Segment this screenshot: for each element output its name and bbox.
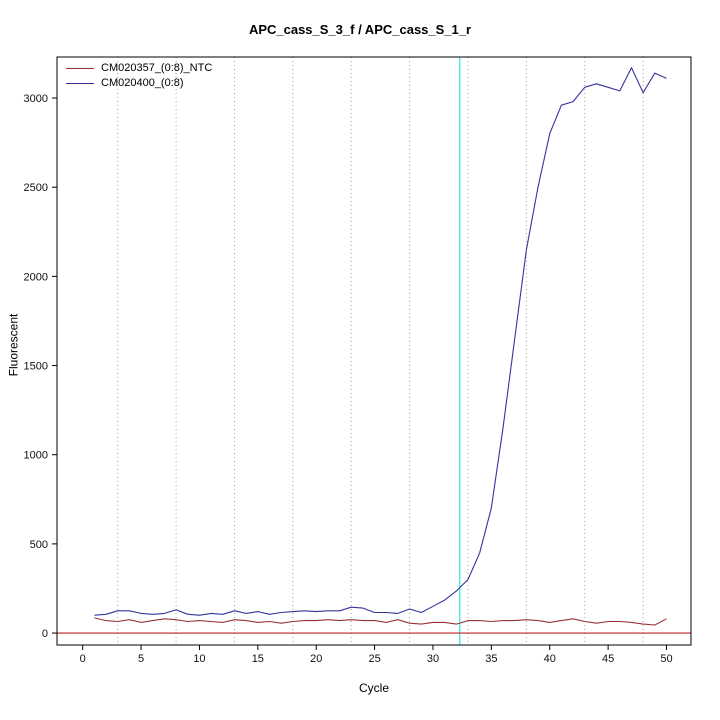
svg-text:1500: 1500 [24, 361, 48, 373]
svg-text:5: 5 [138, 653, 144, 665]
svg-text:0: 0 [42, 628, 48, 640]
svg-text:35: 35 [485, 653, 497, 665]
svg-text:20: 20 [310, 653, 322, 665]
legend-item-ntc: CM020357_(0:8)_NTC [66, 62, 212, 74]
svg-text:2000: 2000 [24, 271, 48, 283]
svg-text:15: 15 [252, 653, 264, 665]
legend-label-sample: CM020400_(0:8) [101, 77, 184, 89]
x-axis-label: Cycle [358, 681, 389, 695]
svg-text:10: 10 [193, 653, 205, 665]
svg-text:50: 50 [660, 653, 672, 665]
legend-line-sample-ntc [66, 67, 94, 69]
svg-text:500: 500 [30, 539, 48, 551]
svg-text:25: 25 [368, 653, 380, 665]
legend-item-sample: CM020400_(0:8) [66, 77, 212, 89]
svg-text:3000: 3000 [24, 93, 48, 105]
legend-line-sample [66, 82, 94, 84]
svg-text:40: 40 [544, 653, 556, 665]
svg-text:0: 0 [80, 653, 86, 665]
legend: CM020357_(0:8)_NTC CM020400_(0:8) [66, 62, 212, 89]
svg-text:1000: 1000 [24, 450, 48, 462]
svg-text:30: 30 [427, 653, 439, 665]
chart-title: APC_cass_S_3_f / APC_cass_S_1_r [248, 22, 472, 37]
svg-text:45: 45 [602, 653, 614, 665]
legend-label-ntc: CM020357_(0:8)_NTC [101, 62, 213, 74]
svg-text:2500: 2500 [24, 182, 48, 194]
